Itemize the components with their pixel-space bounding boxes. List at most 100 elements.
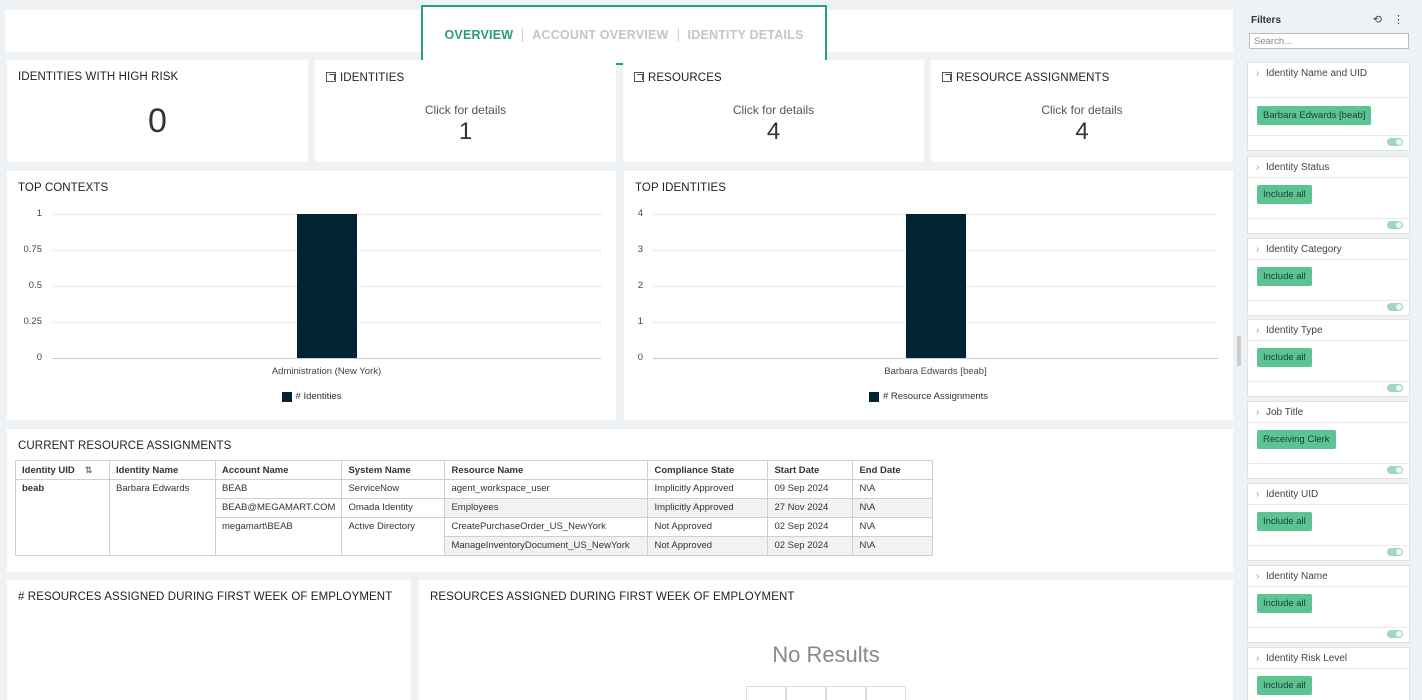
cell-compliance-state: Not Approved [647, 536, 769, 556]
filter-card[interactable]: › Identity Risk Level Include all [1247, 647, 1410, 700]
cell-resource-name: agent_workspace_user [444, 479, 649, 499]
column-header[interactable]: System Name [341, 460, 446, 480]
kpi-identities[interactable]: IDENTITIES Click for details 1 [315, 60, 616, 162]
filter-card[interactable]: › Identity UID Include all [1247, 483, 1410, 561]
legend-label: # Identities [295, 391, 342, 402]
column-header[interactable]: Resource Name [444, 460, 649, 480]
filter-name[interactable]: › Identity Name [1256, 571, 1328, 582]
cell-identity-uid: beab [15, 479, 110, 556]
reset-icon[interactable]: ⟲ [1372, 14, 1382, 26]
filter-toggle[interactable] [1387, 548, 1403, 556]
filter-chip[interactable]: Include all [1257, 348, 1312, 367]
chevron-right-icon: › [1256, 653, 1260, 664]
kpi-resource-assignments[interactable]: RESOURCE ASSIGNMENTS Click for details 4 [931, 60, 1233, 162]
column-header[interactable]: Compliance State [647, 460, 769, 480]
filter-name[interactable]: › Identity Status [1256, 162, 1330, 173]
kpi-resources[interactable]: RESOURCES Click for details 4 [623, 60, 924, 162]
sort-icon[interactable]: ⇅ [84, 464, 93, 475]
divider [1248, 135, 1409, 136]
cell-identity-name: Barbara Edwards [109, 479, 216, 556]
filters-sidebar: Filters ⟲ ⋮ ›Identity Name and UID Barbar… [1241, 10, 1414, 700]
filter-name[interactable]: › Identity UID [1256, 489, 1319, 500]
x-tick-label: Barbara Edwards [beab] [884, 366, 987, 377]
filter-toggle[interactable] [1387, 630, 1403, 638]
kpi-subtitle: Click for details [732, 103, 815, 117]
chart-top-identities: TOP IDENTITIES 4 3 2 1 0 Barbara Edwards [bea… [624, 171, 1233, 420]
kpi-title: IDENTITIES [326, 71, 404, 84]
chevron-right-icon: › [1256, 162, 1260, 173]
divider [1248, 545, 1409, 546]
divider [1248, 504, 1409, 505]
table-title: CURRENT RESOURCE ASSIGNMENTS [18, 440, 232, 452]
filter-chip[interactable]: Barbara Edwards [beab] [1257, 106, 1372, 125]
panel-title: # RESOURCES ASSIGNED DURING FIRST WEEK O… [18, 591, 393, 603]
filter-card[interactable]: › Identity Name and UID Barbara Edwards [b… [1247, 62, 1410, 151]
cell-compliance-state: Implicitly Approved [647, 498, 769, 518]
y-tick-label: 4 [637, 208, 643, 219]
cell-start-date: 02 Sep 2024 [767, 536, 854, 556]
table-row: ManageInventoryDocument_US_NewYork Not A… [16, 536, 934, 556]
filter-chip[interactable]: Include all [1257, 676, 1312, 695]
y-tick-label: 0.5 [28, 280, 42, 291]
column-header[interactable]: Account Name [214, 460, 343, 480]
filter-toggle[interactable] [1387, 303, 1403, 311]
kpi-high-risk: IDENTITIES WITH HIGH RISK 0 [7, 60, 308, 162]
filter-toggle[interactable] [1387, 384, 1403, 392]
filter-search-input[interactable] [1249, 33, 1409, 49]
cell-account-name: BEAB [214, 479, 343, 499]
filter-toggle[interactable] [1387, 466, 1403, 474]
divider [1248, 463, 1409, 464]
cell-start-date: 27 Nov 2024 [767, 498, 854, 518]
cell-compliance-state: Not Approved [647, 517, 769, 537]
tab-identity-details[interactable]: IDENTITY DETAILS [677, 28, 813, 42]
filter-name[interactable]: › Identity Name and UID [1256, 68, 1368, 79]
x-axis-line [52, 358, 601, 359]
filter-card[interactable]: › Job Title Receiving Clerk [1247, 401, 1410, 479]
filter-card[interactable]: › Identity Type Include all [1247, 319, 1410, 397]
cell-start-date: 09 Sep 2024 [767, 479, 854, 499]
divider [1248, 627, 1409, 628]
filter-card[interactable]: › Identity Status Include all [1247, 156, 1410, 234]
legend-label: # Resource Assignments [882, 391, 989, 402]
table-row: megamart\BEAB Active Directory CreatePur… [16, 517, 934, 556]
divider [1248, 668, 1409, 669]
cell-system-name: Active Directory [341, 517, 446, 556]
assignments-table: Identity UID ⇅ Identity Name Account Name… [15, 460, 934, 556]
filter-toggle[interactable] [1387, 138, 1403, 146]
y-tick-label: 2 [637, 280, 643, 291]
filter-chip[interactable]: Include all [1257, 185, 1312, 204]
filter-chip[interactable]: Include all [1257, 267, 1312, 286]
y-tick-label: 0 [637, 352, 643, 363]
kpi-subtitle: Click for details [1041, 103, 1123, 117]
tab-account-overview[interactable]: ACCOUNT OVERVIEW [522, 28, 677, 42]
chevron-right-icon: › [1256, 244, 1260, 255]
chart-legend: # Identities [7, 391, 616, 402]
filter-toggle[interactable] [1387, 221, 1403, 229]
kpi-value: 4 [1075, 118, 1089, 145]
filter-name[interactable]: › Identity Type [1256, 325, 1323, 336]
chevron-right-icon: › [1256, 571, 1260, 582]
column-header[interactable]: Identity Name [109, 460, 216, 480]
kpi-value: 4 [766, 118, 781, 145]
filter-chip[interactable]: Include all [1257, 594, 1312, 613]
filter-name[interactable]: › Identity Risk Level [1256, 653, 1348, 664]
legend-swatch [868, 391, 879, 402]
column-header[interactable]: Identity UID ⇅ [15, 460, 110, 480]
column-header[interactable]: End Date [852, 460, 934, 480]
cell-resource-name: ManageInventoryDocument_US_NewYork [444, 536, 649, 556]
chart-top-contexts: TOP CONTEXTS 1 0.75 0.5 0.25 0 Administration… [7, 171, 616, 420]
filter-card[interactable]: › Identity Name Include all [1247, 565, 1410, 643]
tab-overview[interactable]: OVERVIEW [444, 28, 514, 42]
filter-name[interactable]: › Job Title [1256, 407, 1304, 418]
more-options-icon[interactable]: ⋮ [1393, 14, 1404, 26]
filter-chip[interactable]: Include all [1257, 512, 1312, 531]
panel-resize-handle[interactable] [1237, 336, 1241, 366]
panel-title: RESOURCES ASSIGNED DURING FIRST WEEK OF … [430, 591, 795, 603]
chart-bar[interactable] [296, 214, 357, 358]
chart-bar[interactable] [905, 214, 966, 358]
filter-card[interactable]: › Identity Category Include all [1247, 238, 1410, 316]
column-header[interactable]: Start Date [767, 460, 854, 480]
filter-chip[interactable]: Receiving Clerk [1257, 430, 1336, 449]
cell-end-date: N\A [852, 536, 934, 556]
filter-name[interactable]: › Identity Category [1256, 244, 1342, 255]
